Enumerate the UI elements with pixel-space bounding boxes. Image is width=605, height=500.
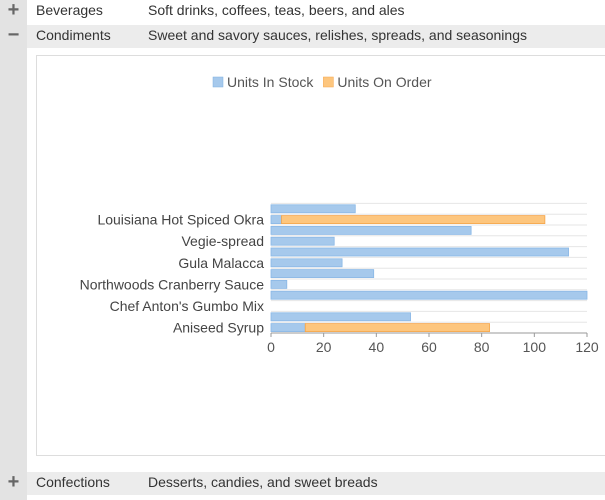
legend-swatch [212, 76, 224, 88]
bar-units-in-stock [270, 247, 569, 257]
category-description: Soft drinks, coffees, teas, beers, and a… [148, 2, 405, 18]
bar-units-in-stock [270, 225, 472, 235]
bar-units-in-stock [270, 290, 588, 300]
category-row-beverages[interactable]: + Beverages Soft drinks, coffees, teas, … [0, 0, 605, 23]
category-label: Chef Anton's Gumbo Mix [110, 298, 264, 314]
category-name: Beverages [36, 2, 103, 18]
x-tick-label: 40 [369, 339, 385, 355]
category-row-condiments[interactable]: − Condiments Sweet and savory sauces, re… [0, 25, 605, 48]
category-label: Northwoods Cranberry Sauce [80, 276, 265, 292]
legend-swatch [323, 76, 334, 88]
legend-label: Units In Stock [227, 74, 314, 90]
category-label: Louisiana Hot Spiced Okra [97, 212, 264, 228]
bar-units-in-stock [270, 323, 306, 333]
bar-units-in-stock [270, 279, 288, 289]
x-tick-label: 20 [316, 339, 332, 355]
x-tick-label: 120 [575, 339, 599, 355]
bar-units-in-stock [270, 269, 375, 279]
expand-icon[interactable]: + [7, 0, 20, 21]
expand-icon[interactable]: + [7, 471, 20, 493]
category-name: Condiments [36, 27, 111, 43]
bar-units-in-stock [270, 215, 282, 225]
bar-units-in-stock [270, 312, 411, 322]
category-description: Sweet and savory sauces, relishes, sprea… [148, 27, 527, 43]
category-label: Gula Malacca [178, 255, 264, 271]
category-label: Vegie-spread [181, 233, 264, 249]
category-name: Confections [36, 474, 110, 490]
bar-units-in-stock [270, 204, 356, 214]
category-row-confections[interactable]: + Confections Desserts, candies, and swe… [0, 472, 605, 495]
bar-units-in-stock [270, 236, 335, 246]
category-description: Desserts, candies, and sweet breads [148, 474, 378, 490]
category-label: Aniseed Syrup [173, 320, 264, 336]
x-tick-label: 0 [267, 339, 275, 355]
bar-units-on-order [281, 215, 546, 225]
bar-chart: Units In Stock Units On Order Aniseed Syru… [80, 74, 599, 355]
x-tick-label: 80 [474, 339, 490, 355]
legend-label: Units On Order [337, 74, 431, 90]
x-tick-label: 60 [421, 339, 437, 355]
grid-left-gutter [0, 0, 27, 500]
x-tick-label: 100 [523, 339, 547, 355]
collapse-icon[interactable]: − [7, 24, 20, 46]
bar-units-on-order [304, 323, 490, 333]
bar-units-in-stock [270, 258, 343, 268]
detail-chart-panel: Units In Stock Units On Order Aniseed Syru… [36, 55, 605, 456]
